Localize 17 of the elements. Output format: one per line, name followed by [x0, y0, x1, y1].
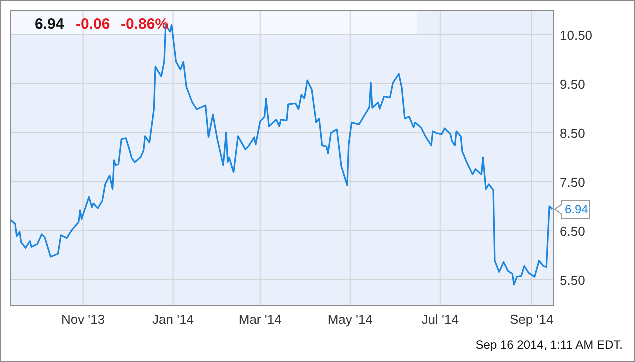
data-label: 6.94 [565, 202, 589, 216]
y-tick-label: 5.50 [560, 273, 586, 288]
y-tick-label: 7.50 [560, 175, 586, 190]
y-tick-label: 9.50 [560, 77, 586, 92]
annotation: -0.06 [76, 16, 110, 33]
x-tick-label: Jul '14 [422, 312, 459, 327]
y-tick-label: 6.50 [560, 224, 586, 240]
annotation: -0.86% [121, 16, 169, 33]
y-tick-label: 8.50 [560, 126, 586, 142]
chart-title: 6.94 [35, 16, 65, 33]
y-tick-label: 10.50 [560, 28, 593, 44]
x-tick-label: May '14 [328, 312, 373, 327]
x-tick-label: Mar '14 [238, 312, 282, 327]
x-tick-label: Jan '14 [152, 312, 194, 327]
x-tick-label: Nov '13 [61, 312, 106, 327]
text: Sep 16 2014, 1:11 AM EDT. [476, 338, 623, 352]
x-tick-label: Sep '14 [510, 312, 554, 327]
